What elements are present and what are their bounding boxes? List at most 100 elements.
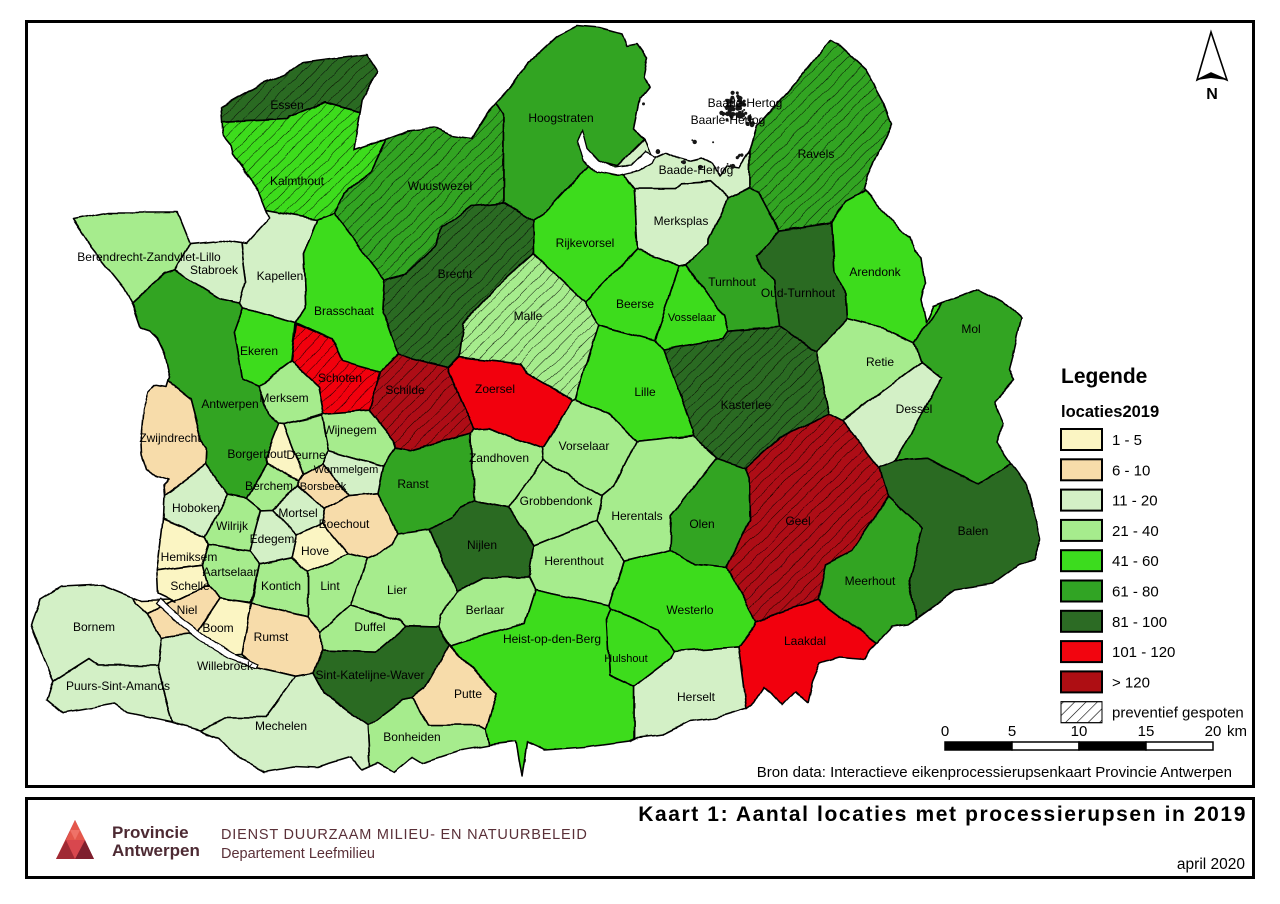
svg-text:101 - 120: 101 - 120 <box>1112 644 1175 661</box>
svg-text:Borsbeek: Borsbeek <box>300 481 347 493</box>
svg-text:Malle: Malle <box>514 309 543 323</box>
svg-text:Baade-Hertog: Baade-Hertog <box>659 163 734 177</box>
svg-text:Bron data: Interactieve eikenp: Bron data: Interactieve eikenprocessieru… <box>757 764 1232 781</box>
svg-text:Retie: Retie <box>866 355 894 369</box>
svg-text:Wuustwezel: Wuustwezel <box>408 179 472 193</box>
svg-text:61 - 80: 61 - 80 <box>1112 584 1159 601</box>
svg-text:> 120: > 120 <box>1112 674 1150 691</box>
svg-text:Edegem: Edegem <box>250 532 295 546</box>
svg-text:Hoogstraten: Hoogstraten <box>528 111 593 125</box>
svg-text:Berendrecht-Zandvliet-Lillo: Berendrecht-Zandvliet-Lillo <box>77 250 221 264</box>
svg-text:Zoersel: Zoersel <box>475 382 515 396</box>
svg-text:15: 15 <box>1138 723 1155 740</box>
svg-text:Herselt: Herselt <box>677 690 716 704</box>
svg-text:Wilrijk: Wilrijk <box>216 519 249 533</box>
svg-text:Schelle: Schelle <box>170 579 210 593</box>
svg-text:41 - 60: 41 - 60 <box>1112 553 1159 570</box>
svg-text:DIENST DUURZAAM MILIEU- EN NAT: DIENST DUURZAAM MILIEU- EN NATUURBELEID <box>221 827 588 843</box>
svg-text:Provincie: Provincie <box>112 823 189 842</box>
svg-text:Legende: Legende <box>1061 365 1147 388</box>
svg-text:Zwijndrecht: Zwijndrecht <box>139 431 201 445</box>
svg-text:Vosselaar: Vosselaar <box>668 312 717 324</box>
svg-text:Bonheiden: Bonheiden <box>383 730 440 744</box>
svg-text:Merksem: Merksem <box>259 391 308 405</box>
svg-text:km: km <box>1227 723 1247 740</box>
svg-text:april 2020: april 2020 <box>1177 856 1245 873</box>
svg-text:Hoboken: Hoboken <box>172 501 220 515</box>
svg-text:Ravels: Ravels <box>798 147 835 161</box>
svg-text:Mol: Mol <box>961 322 980 336</box>
svg-text:Mortsel: Mortsel <box>278 506 317 520</box>
svg-text:11 - 20: 11 - 20 <box>1112 493 1158 510</box>
svg-text:Puurs-Sint-Amands: Puurs-Sint-Amands <box>66 679 170 693</box>
svg-text:preventief gespoten: preventief gespoten <box>1112 705 1244 722</box>
svg-text:Niel: Niel <box>177 603 198 617</box>
svg-text:Willebroek: Willebroek <box>197 659 254 673</box>
svg-text:Kaart 1: Aantal locaties met p: Kaart 1: Aantal locaties met processieru… <box>638 803 1247 826</box>
svg-text:Zandhoven: Zandhoven <box>469 451 529 465</box>
svg-text:21 - 40: 21 - 40 <box>1112 523 1159 540</box>
svg-text:Lint: Lint <box>320 579 340 593</box>
svg-text:Berchem: Berchem <box>245 479 293 493</box>
svg-text:Vorselaar: Vorselaar <box>559 439 610 453</box>
svg-text:Bornem: Bornem <box>73 620 115 634</box>
svg-text:Brasschaat: Brasschaat <box>314 304 375 318</box>
svg-text:Baarle-Hertog: Baarle-Hertog <box>691 113 766 127</box>
svg-text:Geel: Geel <box>785 514 810 528</box>
svg-text:Merksplas: Merksplas <box>654 214 709 228</box>
svg-text:Schilde: Schilde <box>385 383 425 397</box>
svg-text:Deurne: Deurne <box>286 448 326 462</box>
svg-text:Westerlo: Westerlo <box>666 603 713 617</box>
svg-text:Essen: Essen <box>270 98 303 112</box>
svg-text:Schoten: Schoten <box>318 371 362 385</box>
svg-text:Kasterlee: Kasterlee <box>721 398 772 412</box>
svg-text:Grobbendonk: Grobbendonk <box>520 494 594 508</box>
svg-text:Putte: Putte <box>454 687 482 701</box>
svg-text:Kalmthout: Kalmthout <box>270 174 325 188</box>
svg-text:Brecht: Brecht <box>438 267 473 281</box>
svg-text:Antwerpen: Antwerpen <box>201 397 258 411</box>
svg-text:Rumst: Rumst <box>254 630 289 644</box>
svg-text:Hove: Hove <box>301 544 329 558</box>
svg-text:20: 20 <box>1205 723 1222 740</box>
svg-text:Aartselaar: Aartselaar <box>203 565 258 579</box>
svg-text:Stabroek: Stabroek <box>190 263 239 277</box>
svg-text:Lille: Lille <box>634 385 656 399</box>
svg-text:Duffel: Duffel <box>354 620 385 634</box>
svg-text:Herentals: Herentals <box>611 509 662 523</box>
svg-text:10: 10 <box>1071 723 1088 740</box>
svg-text:Olen: Olen <box>689 517 714 531</box>
svg-text:Ekeren: Ekeren <box>240 344 278 358</box>
svg-text:1 - 5: 1 - 5 <box>1112 432 1142 449</box>
svg-text:Wommelgem: Wommelgem <box>314 464 379 476</box>
svg-text:Kontich: Kontich <box>261 579 301 593</box>
svg-text:Wijnegem: Wijnegem <box>323 423 376 437</box>
svg-text:Berlaar: Berlaar <box>466 603 505 617</box>
svg-text:Departement Leefmilieu: Departement Leefmilieu <box>221 846 375 862</box>
svg-text:Arendonk: Arendonk <box>849 265 901 279</box>
svg-text:Balen: Balen <box>958 524 989 538</box>
svg-text:Turnhout: Turnhout <box>708 275 756 289</box>
svg-text:Heist-op-den-Berg: Heist-op-den-Berg <box>503 632 601 646</box>
svg-text:81 - 100: 81 - 100 <box>1112 614 1167 631</box>
svg-text:Sint-Katelijne-Waver: Sint-Katelijne-Waver <box>316 668 425 682</box>
svg-text:Borgerhout: Borgerhout <box>227 447 287 461</box>
svg-text:5: 5 <box>1008 723 1016 740</box>
svg-text:Baarle-Hertog: Baarle-Hertog <box>708 96 783 110</box>
svg-text:Nijlen: Nijlen <box>467 538 497 552</box>
svg-text:Lier: Lier <box>387 583 407 597</box>
svg-text:Hemiksem: Hemiksem <box>161 550 218 564</box>
svg-text:0: 0 <box>941 723 949 740</box>
svg-text:Meerhout: Meerhout <box>845 574 896 588</box>
svg-text:Herenthout: Herenthout <box>544 554 604 568</box>
svg-text:Beerse: Beerse <box>616 297 654 311</box>
svg-text:Boom: Boom <box>202 621 233 635</box>
svg-text:Antwerpen: Antwerpen <box>112 841 200 860</box>
svg-text:Ranst: Ranst <box>397 477 429 491</box>
svg-text:Oud-Turnhout: Oud-Turnhout <box>761 286 836 300</box>
svg-text:Mechelen: Mechelen <box>255 719 307 733</box>
svg-text:Dessel: Dessel <box>896 402 933 416</box>
svg-text:Hulshout: Hulshout <box>604 653 647 665</box>
svg-text:6 - 10: 6 - 10 <box>1112 462 1150 479</box>
svg-text:Boechout: Boechout <box>319 517 370 531</box>
